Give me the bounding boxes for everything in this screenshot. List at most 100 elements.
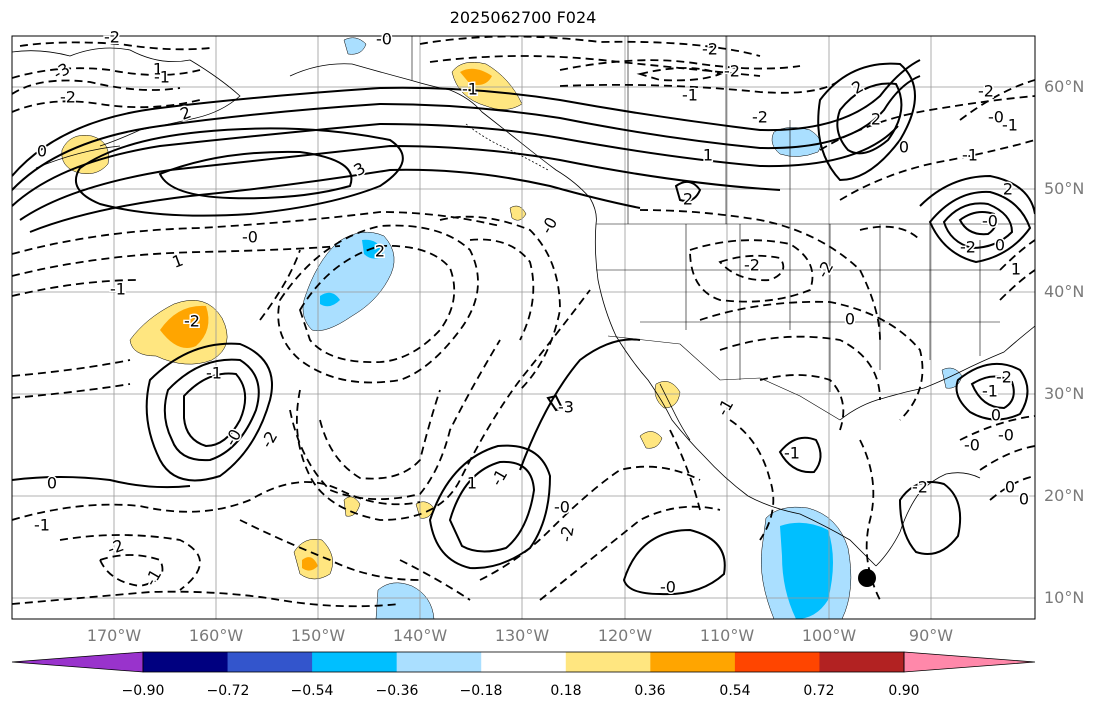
colorbar-segment	[650, 652, 736, 672]
lat-label-40n: 40°N	[1044, 282, 1085, 301]
contour-label: -1	[982, 382, 998, 401]
lon-label-90w: 90°W	[908, 626, 954, 645]
contour-label: 0	[991, 406, 1001, 425]
fill-blue-north-pac-1	[362, 239, 384, 259]
contour-label: -1	[784, 444, 800, 463]
contour-label: -1	[462, 80, 478, 99]
fill-yellow-dateline	[61, 135, 109, 174]
contour-label: 1	[467, 474, 477, 493]
contour-label: -1	[110, 280, 126, 299]
contour-label: -2	[960, 238, 976, 257]
colorbar-tick-label: −0.18	[459, 683, 503, 699]
lat-label-10n: 10°N	[1044, 588, 1085, 607]
lon-label-170w: 170°W	[86, 626, 142, 645]
lon-label-110w: 110°W	[699, 626, 755, 645]
contour-label: 1	[703, 146, 713, 165]
contour-label: 2	[683, 190, 693, 209]
fill-blue-mexico	[780, 522, 833, 619]
colorbar-segment	[396, 652, 482, 672]
contour-label: -2	[912, 478, 928, 497]
colorbar-segment	[734, 652, 820, 672]
storm-marker	[858, 569, 876, 587]
contour-label: -2	[996, 368, 1012, 387]
map-title: 2025062700 F024	[449, 8, 597, 27]
contour-label: 0	[1005, 478, 1015, 497]
contour-label: -2	[184, 312, 200, 331]
lat-label-60n: 60°N	[1044, 77, 1085, 96]
contour-label: -0	[376, 30, 392, 49]
colorbar-tick-label: 0.90	[888, 683, 920, 699]
colorbar-tick-label: 0.36	[634, 683, 666, 699]
contour-label: 0	[47, 474, 57, 493]
contour-label: -2	[752, 108, 768, 127]
fill-orange-south-pac	[302, 557, 318, 571]
contour-label: -0	[242, 228, 258, 247]
contour-label: -0	[964, 436, 980, 455]
fill-yellow-baja	[654, 381, 681, 409]
contour-label: -3	[558, 398, 574, 417]
lon-label-120w: 120°W	[597, 626, 653, 645]
colorbar-tick-label: −0.72	[206, 683, 250, 699]
contour-label: -2	[744, 256, 760, 275]
contour-label: 1	[1011, 260, 1021, 279]
contour-label: 0	[995, 236, 1005, 255]
contour-label: -2	[60, 88, 76, 107]
fill-orange-west-pac	[160, 305, 209, 348]
lon-label-130w: 130°W	[494, 626, 550, 645]
contour-label: -2	[978, 82, 994, 101]
fill-orange-gulf-alaska	[460, 68, 492, 85]
colorbar-tick-label: −0.36	[375, 683, 419, 699]
colorbar-segment	[565, 652, 651, 672]
contour-label: 0	[37, 142, 47, 161]
contour-label: -2	[724, 62, 740, 81]
political-borders	[411, 36, 1035, 421]
fill-yellow-mex-coast	[639, 431, 663, 449]
contour-label: 2	[1003, 180, 1013, 199]
lat-label-50n: 50°N	[1044, 179, 1085, 198]
fill-lightblue-hawaii-south	[375, 582, 435, 619]
fill-lightblue-alaska	[343, 37, 367, 55]
colorbar-extend-low	[11, 651, 144, 673]
colorbar-tick-label: −0.54	[290, 683, 334, 699]
lon-label-100w: 100°W	[801, 626, 857, 645]
contour-label: -2	[702, 40, 718, 59]
lat-label-20n: 20°N	[1044, 486, 1085, 505]
map-frame	[11, 35, 1036, 620]
colorbar-segment	[481, 652, 567, 672]
lon-label-140w: 140°W	[392, 626, 448, 645]
contour-label: -0	[982, 212, 998, 231]
contour-label: -0	[988, 108, 1004, 127]
colorbar-segment	[143, 652, 229, 672]
contour-label: -2	[104, 28, 120, 47]
solid-contours	[12, 59, 1035, 596]
dashed-contours	[12, 36, 1035, 608]
colorbar-segment	[312, 652, 398, 672]
contour-label: -1	[1002, 116, 1018, 135]
colorbar-segment	[227, 652, 313, 672]
colorbar-segment	[819, 652, 905, 672]
contour-label: -1	[682, 86, 698, 105]
contour-label: -0	[998, 426, 1014, 445]
contour-label: -1	[206, 364, 222, 383]
colorbar	[11, 651, 1036, 673]
contour-label: 0	[1019, 490, 1029, 509]
fill-blue-north-pac-2	[320, 292, 340, 307]
lon-label-150w: 150°W	[290, 626, 346, 645]
lat-label-30n: 30°N	[1044, 384, 1085, 403]
contour-label: 2	[375, 242, 385, 261]
colorbar-extend-high	[903, 651, 1036, 673]
colorbar-tick-label: 0.18	[550, 683, 582, 699]
colorbar-tick-label: −0.90	[121, 683, 165, 699]
map-area	[12, 36, 1035, 619]
contour-label: -1	[154, 68, 170, 87]
contour-label: 1	[153, 60, 163, 79]
colorbar-tick-label: 0.54	[719, 683, 751, 699]
contour-label: 0	[899, 138, 909, 157]
contour-label: -1	[34, 516, 50, 535]
contour-label: -0	[554, 498, 570, 517]
lon-label-160w: 160°W	[188, 626, 244, 645]
colorbar-tick-label: 0.72	[803, 683, 835, 699]
contour-label: 0	[845, 310, 855, 329]
